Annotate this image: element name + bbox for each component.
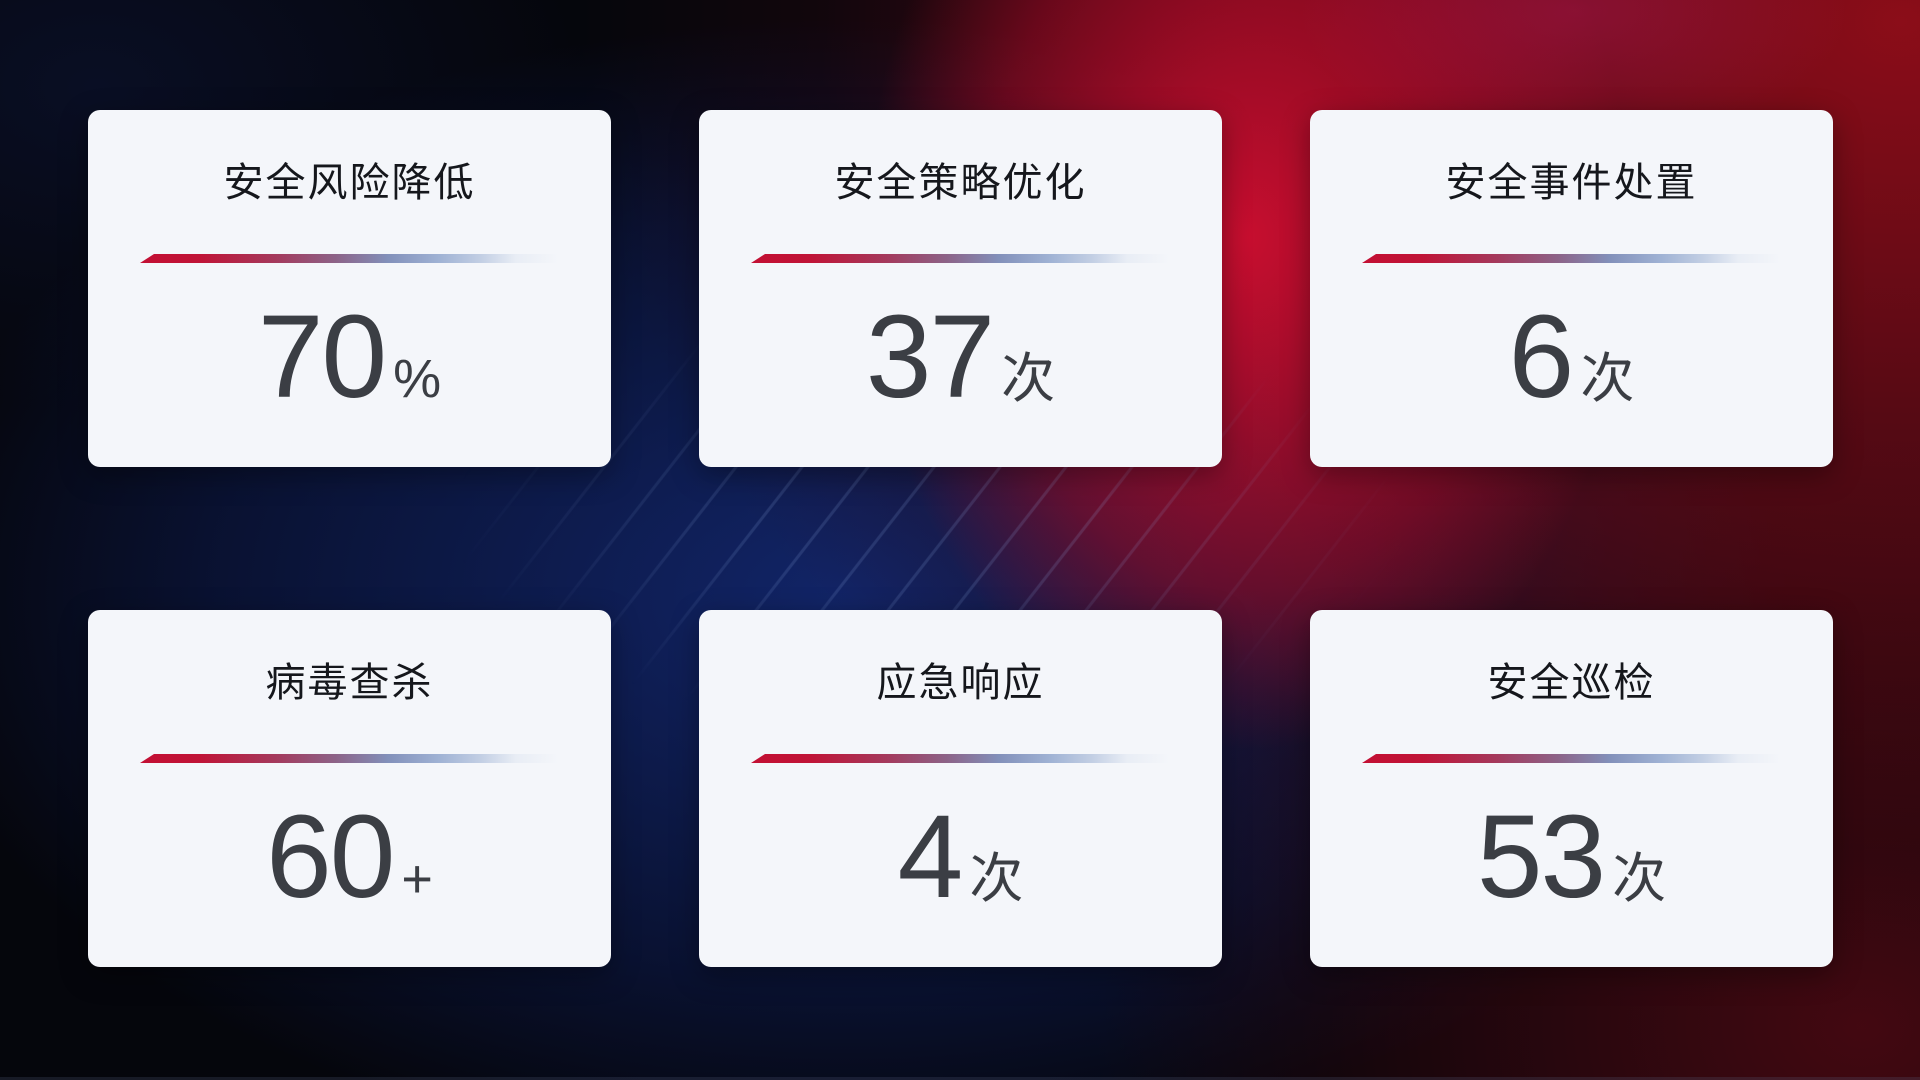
gradient-divider [140,254,567,263]
stat-unit: 次 [1612,849,1667,909]
stat-card-risk-reduction: 安全风险降低 70% [88,110,611,467]
stat-unit: 次 [1580,349,1635,409]
gradient-divider [140,754,567,763]
stat-value: 60 [266,791,395,923]
bottom-edge-line [0,1077,1920,1080]
stat-card-virus-scan: 病毒查杀 60 + [88,610,611,967]
stat-value: 4 [897,791,964,923]
card-title: 应急响应 [876,661,1045,705]
card-title: 安全策略优化 [834,161,1087,205]
value-area: 37 次 [699,263,1222,467]
stat-unit: 次 [1001,349,1056,409]
stat-value: 37 [865,291,995,423]
stat-value: 6 [1508,291,1575,423]
gradient-divider [1362,254,1789,263]
stat-value: 53 [1476,791,1606,923]
gradient-divider [751,754,1178,763]
gradient-divider [751,254,1178,263]
stat-value: 70 [257,291,387,423]
value-area: 53 次 [1310,763,1833,967]
stat-unit: + [401,849,433,909]
card-title: 安全巡检 [1487,661,1656,705]
value-area: 70% [88,263,611,467]
value-area: 60 + [88,763,611,967]
card-title: 安全风险降低 [223,161,476,205]
card-title: 病毒查杀 [265,661,434,705]
stat-unit: % [393,349,442,409]
stat-card-security-inspection: 安全巡检 53 次 [1310,610,1833,967]
gradient-divider [1362,754,1789,763]
stat-card-policy-optimization: 安全策略优化 37 次 [699,110,1222,467]
stat-unit: 次 [969,849,1024,909]
card-title: 安全事件处置 [1445,161,1698,205]
